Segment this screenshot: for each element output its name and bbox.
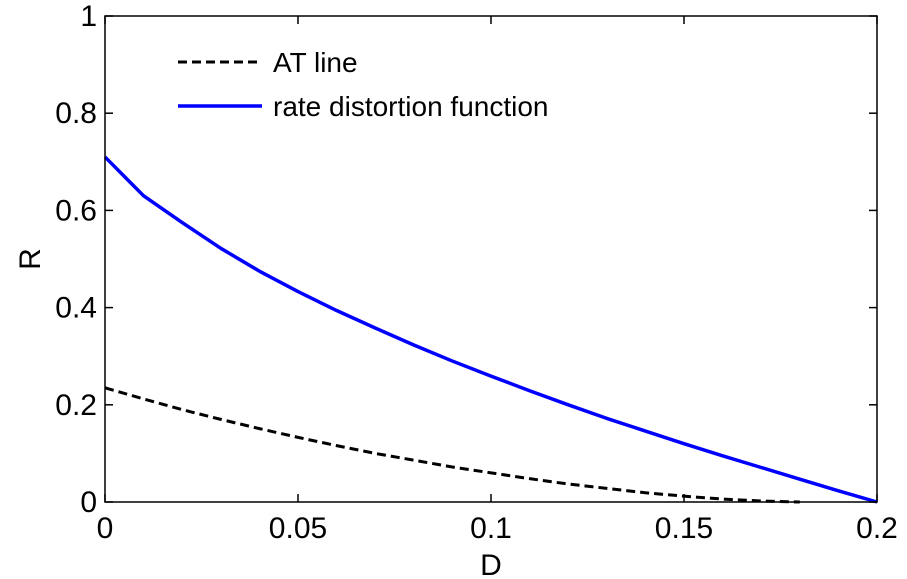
y-tick-label: 0.2 [55, 389, 97, 422]
legend-label-1: AT line [273, 47, 358, 78]
y-tick-label: 0.8 [55, 97, 97, 130]
x-tick-label: 0.15 [655, 512, 713, 545]
y-tick-label: 0.6 [55, 194, 97, 227]
legend: AT line rate distortion function [178, 47, 549, 122]
series-line-2 [103, 155, 878, 504]
legend-label-2: rate distortion function [273, 91, 549, 122]
x-axis-label: D [480, 549, 502, 579]
x-tick-label: 0.05 [269, 512, 327, 545]
y-axis-label: R [14, 248, 47, 270]
tick-layer: 0 0.05 0.1 0.15 0.2 0 0.2 0.4 0.6 0.8 1 [55, 0, 898, 545]
y-tick-label: 0.4 [55, 292, 97, 325]
x-tick-label: 0.1 [470, 512, 512, 545]
y-tick-label: 0 [80, 486, 97, 519]
plot-background [105, 16, 877, 502]
x-tick-label: 0.2 [856, 512, 898, 545]
x-tick-label: 0 [97, 512, 114, 545]
y-tick-label: 1 [80, 0, 97, 33]
